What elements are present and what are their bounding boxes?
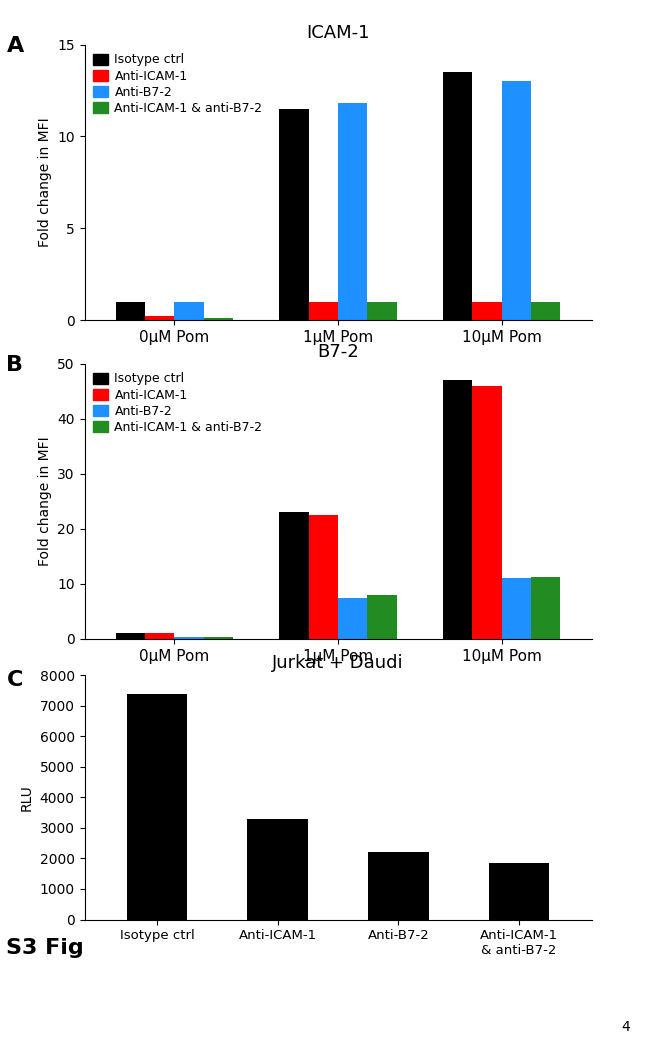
Bar (127, 694, 187, 920)
Text: C: C (6, 670, 23, 690)
Bar (531, 578, 560, 639)
Title: Jurkat + Daudi: Jurkat + Daudi (272, 655, 404, 672)
Y-axis label: Fold change in MFI: Fold change in MFI (38, 117, 51, 247)
Y-axis label: RLU: RLU (20, 784, 34, 810)
Text: A: A (6, 36, 24, 56)
Bar (279, 512, 309, 639)
Bar (443, 73, 472, 320)
Bar (248, 819, 308, 920)
Y-axis label: Fold change in MFI: Fold change in MFI (38, 436, 51, 566)
Bar (368, 852, 428, 920)
Bar (174, 637, 204, 639)
Legend: Isotype ctrl, Anti-ICAM-1, Anti-B7-2, Anti-ICAM-1 & anti-B7-2: Isotype ctrl, Anti-ICAM-1, Anti-B7-2, An… (91, 370, 265, 436)
Title: ICAM-1: ICAM-1 (306, 24, 370, 42)
Bar (338, 104, 367, 320)
Bar (116, 301, 145, 320)
Bar (502, 81, 531, 320)
Bar (338, 597, 367, 639)
Bar (145, 316, 174, 320)
Bar (443, 380, 472, 639)
Bar (204, 318, 233, 320)
Bar (472, 385, 502, 639)
Text: 4: 4 (622, 1020, 630, 1034)
Title: B7-2: B7-2 (317, 343, 359, 361)
Bar (367, 595, 397, 639)
Bar (204, 637, 233, 639)
Bar (472, 301, 502, 320)
Bar (279, 109, 309, 320)
Bar (367, 301, 397, 320)
Bar (145, 634, 174, 639)
Bar (502, 579, 531, 639)
Text: B: B (6, 355, 23, 375)
Bar (309, 301, 338, 320)
Legend: Isotype ctrl, Anti-ICAM-1, Anti-B7-2, Anti-ICAM-1 & anti-B7-2: Isotype ctrl, Anti-ICAM-1, Anti-B7-2, An… (91, 51, 265, 117)
Text: S3 Fig: S3 Fig (6, 938, 84, 958)
Bar (531, 301, 560, 320)
Bar (174, 301, 204, 320)
Bar (489, 863, 549, 920)
Bar (116, 634, 145, 639)
Bar (309, 515, 338, 639)
